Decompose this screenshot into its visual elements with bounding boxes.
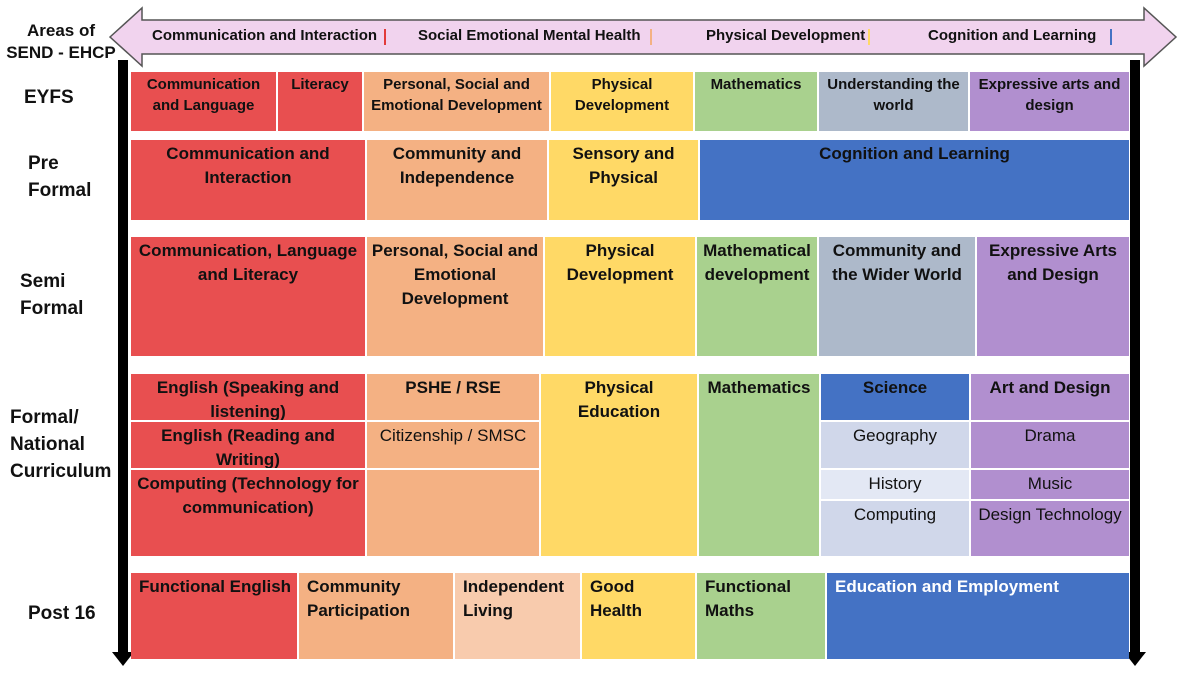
post16-functional-maths: Functional Maths (697, 573, 825, 659)
formal-drama: Drama (971, 422, 1129, 468)
post16-community-participation: Community Participation (299, 573, 453, 659)
preformal-community-independence: Community and Independence (367, 140, 547, 220)
semiformal-physical-development: Physical Development (545, 237, 695, 356)
area-physical-development: Physical Development (706, 27, 865, 44)
post16-independent-living: Independent Living (455, 573, 580, 659)
post16-functional-english: Functional English (131, 573, 297, 659)
preformal-sensory-physical: Sensory and Physical (549, 140, 698, 220)
row-label-formal: Formal/ National Curriculum (10, 404, 111, 485)
eyfs-understanding-world: Understanding the world (819, 72, 968, 131)
area-communication-interaction: Communication and Interaction (152, 27, 377, 44)
formal-history: History (821, 470, 969, 499)
row-label-pre-formal: Pre Formal (28, 150, 91, 204)
post16-education-employment: Education and Employment (827, 573, 1129, 659)
eyfs-expressive-arts: Expressive arts and design (970, 72, 1129, 131)
row-label-line: Formal (20, 298, 84, 319)
row-label-line: Formal (28, 180, 92, 201)
formal-physical-education: Physical Education (541, 374, 697, 556)
formal-music: Music (971, 470, 1129, 499)
areas-label-line1: Areas of (26, 21, 96, 40)
area-semh: Social Emotional Mental Health (418, 27, 641, 44)
semiformal-mathematical-development: Mathematical development (697, 237, 817, 356)
area-marker (868, 29, 870, 45)
formal-science: Science (821, 374, 969, 420)
formal-english-speaking: English (Speaking and listening) (131, 374, 365, 420)
eyfs-literacy: Literacy (278, 72, 362, 131)
area-label: Cognition and Learning (928, 27, 1097, 44)
timeline-right-arrow (1124, 60, 1146, 666)
semiformal-pse-development: Personal, Social and Emotional Developme… (367, 237, 543, 356)
formal-geography: Geography (821, 422, 969, 468)
areas-label: Areas of SEND - EHCP (4, 20, 118, 64)
formal-design-technology: Design Technology (971, 501, 1129, 556)
row-label-post16: Post 16 (28, 603, 96, 624)
preformal-communication-interaction: Communication and Interaction (131, 140, 365, 220)
formal-pshe-rse: PSHE / RSE (367, 374, 539, 420)
formal-computing: Computing (821, 501, 969, 556)
row-label-line: National (10, 434, 85, 455)
areas-arrow (108, 6, 1178, 68)
area-cognition-learning: Cognition and Learning (928, 27, 1096, 44)
area-label: Social Emotional Mental Health (418, 27, 641, 44)
area-label: Communication and Interaction (152, 27, 378, 44)
semiformal-community-wider-world: Community and the Wider World (819, 237, 975, 356)
row-label-line: Formal/ (10, 407, 79, 428)
formal-mathematics: Mathematics (699, 374, 819, 556)
row-label-eyfs: EYFS (24, 87, 74, 108)
eyfs-pse-development: Personal, Social and Emotional Developme… (364, 72, 549, 131)
area-marker (650, 29, 652, 45)
row-label-semi-formal: Semi Formal (20, 268, 83, 322)
preformal-cognition-learning: Cognition and Learning (700, 140, 1129, 220)
row-label-line: Semi (20, 271, 66, 292)
timeline-left-arrow (112, 60, 134, 666)
formal-computing-communication: Computing (Technology for communication) (131, 470, 365, 556)
eyfs-physical-development: Physical Development (551, 72, 693, 131)
semiformal-expressive-arts: Expressive Arts and Design (977, 237, 1129, 356)
formal-orange-blank (367, 470, 539, 556)
formal-english-reading: English (Reading and Writing) (131, 422, 365, 468)
area-marker (384, 29, 386, 45)
areas-label-line2: SEND - EHCP (6, 43, 116, 62)
eyfs-communication-language: Communication and Language (131, 72, 276, 131)
area-label: Physical Development (706, 27, 866, 44)
formal-citizenship-smsc: Citizenship / SMSC (367, 422, 539, 468)
row-label-line: Curriculum (10, 461, 112, 482)
area-marker (1110, 29, 1112, 45)
post16-good-health: Good Health (582, 573, 695, 659)
row-label-line: Pre (28, 153, 59, 174)
semiformal-communication-language-literacy: Communication, Language and Literacy (131, 237, 365, 356)
eyfs-mathematics: Mathematics (695, 72, 817, 131)
formal-art-design: Art and Design (971, 374, 1129, 420)
